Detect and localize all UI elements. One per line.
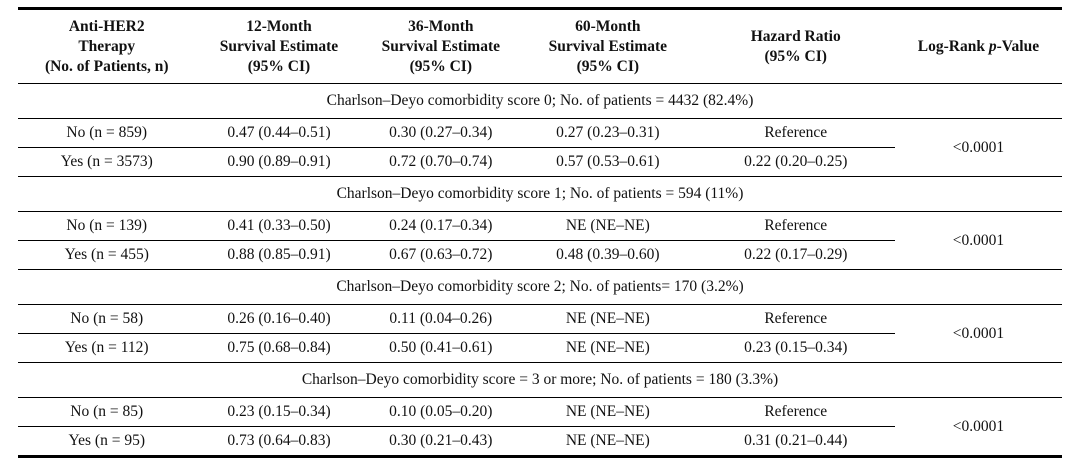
cell-60-month-estimate: NE (NE–NE) bbox=[519, 397, 697, 428]
section-title: Charlson–Deyo comorbidity score 0; No. o… bbox=[18, 83, 1062, 120]
table-row: No (n = 139) 0.41 (0.33–0.50) 0.24 (0.17… bbox=[18, 211, 1062, 249]
cell-therapy: Yes (n = 95) bbox=[68, 432, 145, 450]
cell-therapy: Yes (n = 3573) bbox=[60, 153, 153, 171]
cell-12-month-estimate: 0.26 (0.16–0.40) bbox=[195, 304, 363, 335]
cell-36-month-estimate: 0.50 (0.41–0.61) bbox=[389, 339, 493, 357]
header-line: 60-Month bbox=[575, 18, 641, 35]
cell-p-value: <0.0001 bbox=[952, 417, 1005, 435]
survival-estimates-table: Anti-HER2 Therapy (No. of Patients, n) 1… bbox=[18, 7, 1062, 459]
cell-60-month-estimate: NE (NE–NE) bbox=[565, 339, 650, 357]
cell-hazard-ratio: Reference bbox=[696, 304, 895, 335]
cell-p-value: <0.0001 bbox=[952, 324, 1005, 342]
cell-12-month-estimate: 0.75 (0.68–0.84) bbox=[227, 339, 331, 357]
cell-hazard-ratio: 0.23 (0.15–0.34) bbox=[744, 339, 848, 357]
cell-hazard-ratio: Reference bbox=[696, 211, 895, 242]
section-title: Charlson–Deyo comorbidity score 1; No. o… bbox=[18, 176, 1062, 213]
cell-36-month-estimate: 0.30 (0.27–0.34) bbox=[362, 118, 520, 149]
section-header-row: Charlson–Deyo comorbidity score 1; No. o… bbox=[18, 176, 1062, 213]
header-line: Survival Estimate bbox=[548, 37, 668, 55]
cell-hazard-ratio: Reference bbox=[696, 118, 895, 149]
cell-36-month-estimate: 0.67 (0.63–0.72) bbox=[389, 246, 493, 264]
table-row: No (n = 859) 0.47 (0.44–0.51) 0.30 (0.27… bbox=[18, 118, 1062, 156]
cell-therapy: No (n = 58) bbox=[18, 304, 196, 335]
cell-therapy: Yes (n = 455) bbox=[64, 246, 149, 264]
table-row: No (n = 58) 0.26 (0.16–0.40) 0.11 (0.04–… bbox=[18, 304, 1062, 342]
cell-36-month-estimate: 0.10 (0.05–0.20) bbox=[362, 397, 520, 428]
cell-therapy: Yes (n = 112) bbox=[64, 339, 149, 357]
cell-60-month-estimate: 0.27 (0.23–0.31) bbox=[519, 118, 697, 149]
cell-36-month-estimate: 0.72 (0.70–0.74) bbox=[389, 153, 493, 171]
col-header-hazard-ratio: Hazard Ratio (95% CI) bbox=[696, 8, 895, 85]
header-line: (No. of Patients, n) bbox=[44, 57, 169, 75]
cell-12-month-estimate: 0.41 (0.33–0.50) bbox=[195, 211, 363, 242]
section-header-row: Charlson–Deyo comorbidity score 2; No. o… bbox=[18, 269, 1062, 306]
col-header-12-month: 12-Month Survival Estimate (95% CI) bbox=[195, 8, 363, 85]
cell-36-month-estimate: 0.24 (0.17–0.34) bbox=[362, 211, 520, 242]
col-header-36-month: 36-Month Survival Estimate (95% CI) bbox=[362, 8, 520, 85]
cell-12-month-estimate: 0.90 (0.89–0.91) bbox=[227, 153, 331, 171]
table-header-row: Anti-HER2 Therapy (No. of Patients, n) 1… bbox=[18, 8, 1062, 85]
header-line: 12-Month bbox=[246, 18, 312, 35]
cell-60-month-estimate: 0.48 (0.39–0.60) bbox=[556, 246, 660, 264]
cell-therapy: No (n = 859) bbox=[18, 118, 196, 149]
header-text-italic-p: p bbox=[988, 37, 997, 55]
cell-12-month-estimate: 0.88 (0.85–0.91) bbox=[227, 246, 331, 264]
cell-p-value: <0.0001 bbox=[952, 231, 1005, 249]
header-line: Anti-HER2 bbox=[68, 18, 145, 35]
cell-therapy: No (n = 85) bbox=[18, 397, 196, 428]
cell-60-month-estimate: 0.57 (0.53–0.61) bbox=[556, 153, 660, 171]
cell-therapy: No (n = 139) bbox=[18, 211, 196, 242]
cell-60-month-estimate: NE (NE–NE) bbox=[519, 211, 697, 242]
header-line: (95% CI) bbox=[764, 47, 827, 65]
cell-hazard-ratio: 0.22 (0.17–0.29) bbox=[744, 246, 848, 264]
table-row: Yes (n = 95) 0.73 (0.64–0.83) 0.30 (0.21… bbox=[18, 427, 1062, 457]
cell-60-month-estimate: NE (NE–NE) bbox=[565, 432, 650, 450]
header-line: (95% CI) bbox=[576, 57, 640, 75]
col-header-60-month: 60-Month Survival Estimate (95% CI) bbox=[519, 8, 697, 85]
cell-36-month-estimate: 0.30 (0.21–0.43) bbox=[389, 432, 493, 450]
section-title: Charlson–Deyo comorbidity score 2; No. o… bbox=[18, 269, 1062, 306]
cell-hazard-ratio: Reference bbox=[696, 397, 895, 428]
header-line: (95% CI) bbox=[247, 57, 311, 75]
cell-36-month-estimate: 0.11 (0.04–0.26) bbox=[362, 304, 520, 335]
table-row: No (n = 85) 0.23 (0.15–0.34) 0.10 (0.05–… bbox=[18, 397, 1062, 435]
col-header-therapy: Anti-HER2 Therapy (No. of Patients, n) bbox=[18, 8, 196, 85]
header-line: Therapy bbox=[78, 37, 136, 55]
header-line: Survival Estimate bbox=[219, 37, 339, 55]
cell-12-month-estimate: 0.23 (0.15–0.34) bbox=[195, 397, 363, 428]
section-title: Charlson–Deyo comorbidity score = 3 or m… bbox=[18, 362, 1062, 399]
header-line: Survival Estimate bbox=[381, 37, 500, 55]
header-line: (95% CI) bbox=[409, 57, 473, 75]
cell-hazard-ratio: 0.22 (0.20–0.25) bbox=[744, 153, 848, 171]
cell-60-month-estimate: NE (NE–NE) bbox=[519, 304, 697, 335]
header-text: Log-Rank bbox=[917, 37, 989, 55]
table-row: Yes (n = 112) 0.75 (0.68–0.84) 0.50 (0.4… bbox=[18, 334, 1062, 363]
header-line: 36-Month bbox=[408, 18, 474, 35]
header-text: -Value bbox=[996, 37, 1040, 55]
table-row: Yes (n = 455) 0.88 (0.85–0.91) 0.67 (0.6… bbox=[18, 241, 1062, 270]
cell-12-month-estimate: 0.73 (0.64–0.83) bbox=[227, 432, 331, 450]
header-line: Hazard Ratio bbox=[750, 27, 841, 45]
section-header-row: Charlson–Deyo comorbidity score 0; No. o… bbox=[18, 83, 1062, 120]
cell-hazard-ratio: 0.31 (0.21–0.44) bbox=[744, 432, 848, 450]
cell-12-month-estimate: 0.47 (0.44–0.51) bbox=[195, 118, 363, 149]
cell-p-value: <0.0001 bbox=[952, 138, 1005, 156]
section-header-row: Charlson–Deyo comorbidity score = 3 or m… bbox=[18, 362, 1062, 399]
table-row: Yes (n = 3573) 0.90 (0.89–0.91) 0.72 (0.… bbox=[18, 148, 1062, 177]
col-header-log-rank-p-value: Log-Rank p-Value bbox=[894, 8, 1062, 85]
